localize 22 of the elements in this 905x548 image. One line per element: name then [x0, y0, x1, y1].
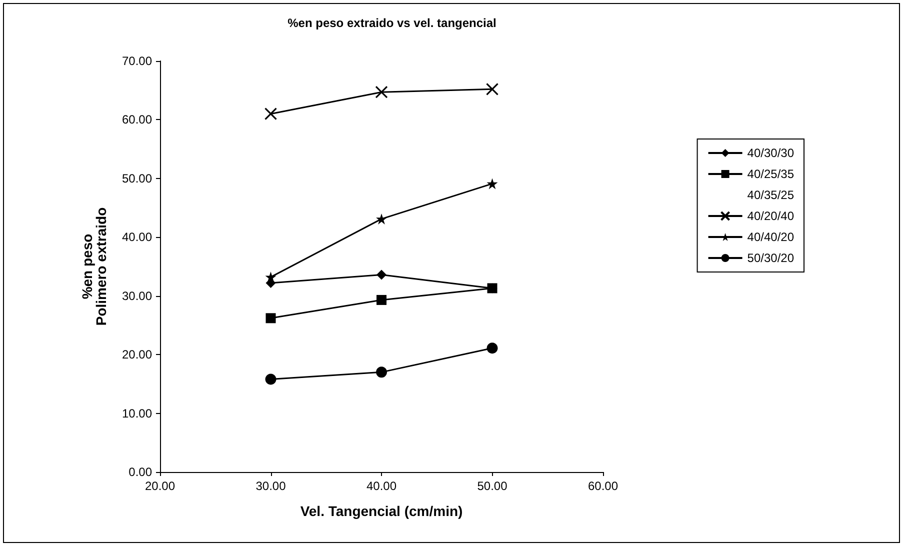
chart-title: %en peso extraido vs vel. tangencial [288, 16, 496, 30]
legend-label: 40/25/35 [747, 167, 794, 181]
y-tick-label: 60.00 [122, 112, 152, 127]
legend-label: 40/20/40 [747, 209, 794, 223]
x-tick-label: 40.00 [366, 479, 397, 493]
y-tick-label: 30.00 [122, 288, 152, 303]
y-axis-title: %en peso Polimero extraido [79, 207, 109, 326]
legend-label: 40/30/30 [747, 146, 794, 160]
x-tick-label: 20.00 [144, 479, 176, 493]
y-tick-label: 0.00 [128, 465, 152, 479]
y-tick-label: 50.00 [122, 171, 152, 186]
x-tick-label: 60.00 [588, 479, 618, 493]
y-tick-label: 20.00 [122, 348, 152, 362]
legend-label: 40/40/20 [747, 230, 794, 244]
legend-label: 50/30/20 [747, 251, 794, 265]
x-axis-title: Vel. Tangencial (cm/min) [300, 503, 463, 519]
x-tick-label: 30.00 [256, 479, 286, 493]
y-tick-label: 70.00 [122, 54, 152, 68]
x-tick-label: 50.00 [477, 479, 508, 493]
y-tick-label: 10.00 [122, 406, 152, 420]
legend-label: 40/35/25 [747, 188, 794, 202]
y-tick-label: 40.00 [122, 230, 152, 244]
